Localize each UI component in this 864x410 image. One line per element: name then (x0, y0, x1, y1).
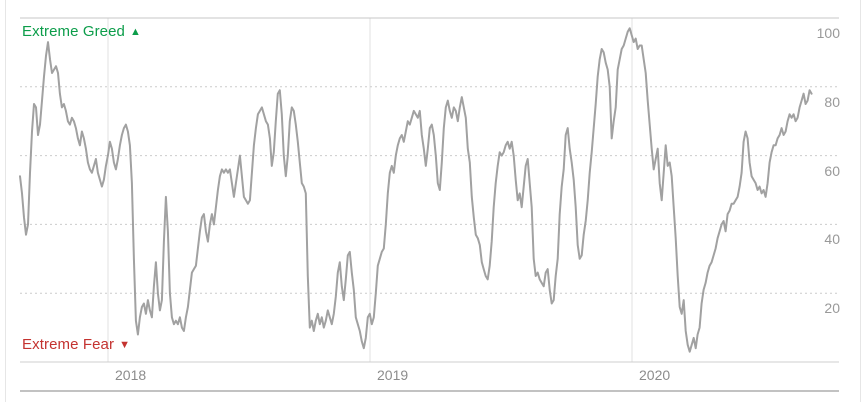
x-axis-label: 2018 (115, 367, 147, 383)
card-bottom-rule (20, 390, 839, 392)
extreme-greed-text: Extreme Greed (22, 23, 126, 40)
x-axis-label: 2020 (639, 367, 671, 383)
greed-up-arrow-icon: ▲ (130, 26, 142, 38)
y-axis-label: 40 (824, 231, 840, 248)
y-axis-label: 100 (816, 25, 840, 41)
fear-down-arrow-icon: ▼ (119, 339, 131, 351)
extreme-fear-label: Extreme Fear ▼ (22, 336, 130, 353)
index-series-line (19, 27, 813, 353)
y-axis-label: 80 (824, 93, 840, 110)
extreme-fear-text: Extreme Fear (22, 336, 115, 353)
y-axis-label: 20 (824, 300, 840, 317)
card-left-border (5, 0, 6, 402)
y-axis-label: 60 (824, 162, 840, 179)
x-axis-label: 2019 (377, 367, 409, 383)
card-right-border (860, 0, 861, 402)
extreme-greed-label: Extreme Greed ▲ (22, 23, 141, 40)
